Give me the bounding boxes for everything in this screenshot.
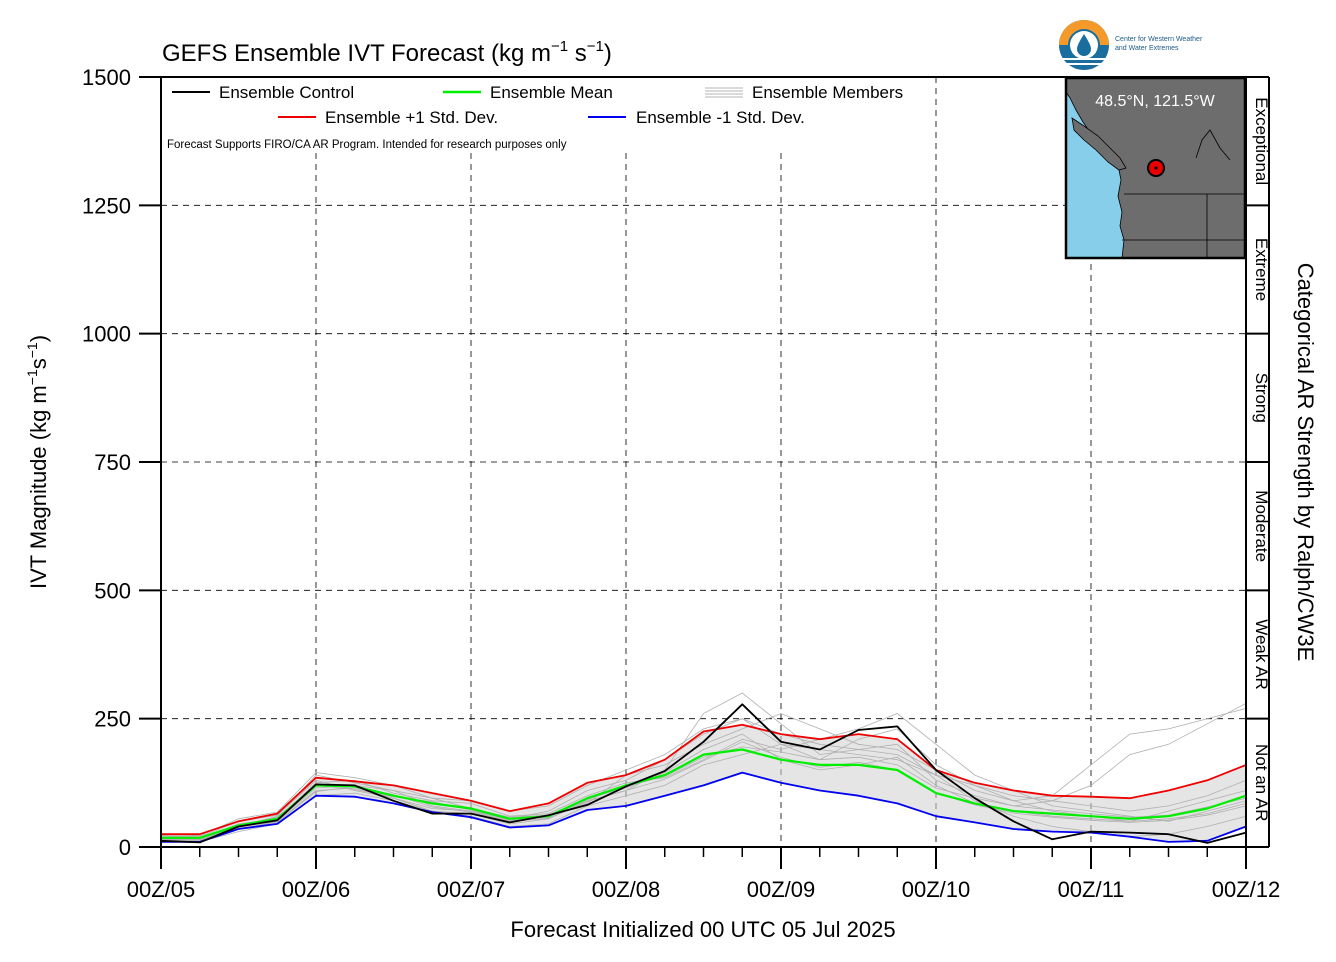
y-axis-title: IVT Magnitude (kg m−1s−1) [24, 335, 51, 589]
y-tick-label-1000: 1000 [82, 322, 131, 347]
legend-label-members: Ensemble Members [752, 83, 903, 102]
inset-map: 48.5°N, 121.5°W [1064, 76, 1247, 260]
axes: 0 250 500 750 1000 1250 1500 00Z/05 00Z/06 00Z/07… [82, 65, 1280, 902]
ensemble-member-line [160, 741, 1247, 841]
logo-wave-2 [1062, 63, 1106, 65]
x-tick-label-5: 00Z/10 [902, 877, 971, 902]
category-label-0: Not an AR [1252, 744, 1271, 822]
ensemble-member-line [160, 718, 1247, 837]
mean-line [161, 748, 1247, 839]
x-tick-label-2: 00Z/07 [437, 877, 506, 902]
legend-label-control: Ensemble Control [219, 83, 354, 102]
x-tick-label-1: 00Z/06 [282, 877, 351, 902]
plus-std-line [161, 723, 1247, 836]
legend: Ensemble Control Ensemble Mean Ensemble … [167, 83, 903, 151]
ensemble-member-line [160, 713, 1247, 840]
legend-label-minus-std: Ensemble -1 Std. Dev. [636, 108, 805, 127]
inset-frame [1064, 76, 1247, 260]
y-tick-label-250: 250 [94, 707, 131, 732]
control-line [160, 703, 1247, 844]
inset-location-label: 48.5°N, 121.5°W [1095, 93, 1215, 110]
x-axis-title: Forecast Initialized 00 UTC 05 Jul 2025 [510, 917, 895, 942]
x-tick-label-4: 00Z/09 [747, 877, 816, 902]
y-tick-label-500: 500 [94, 578, 131, 603]
logo-wave-1 [1060, 58, 1108, 60]
ensemble-spread-band [161, 724, 1246, 842]
legend-label-plus-std: Ensemble +1 Std. Dev. [325, 108, 498, 127]
x-tick-label-6: 00Z/11 [1058, 877, 1125, 902]
research-note: Forecast Supports FIRO/CA AR Program. In… [167, 139, 567, 151]
category-label-2: Moderate [1252, 490, 1271, 562]
legend-swatch-members [705, 87, 743, 98]
inset-island [1071, 117, 1127, 171]
right-axis-title: Categorical AR Strength by Ralph/CW3E [1293, 263, 1318, 662]
y-tick-label-0: 0 [119, 835, 131, 860]
inset-borders [1122, 129, 1245, 258]
grid-lines [161, 77, 1246, 847]
y-tick-label-750: 750 [94, 450, 131, 475]
minus-std-line [161, 771, 1247, 843]
series-lines [160, 703, 1247, 844]
y-tick-label-1250: 1250 [82, 193, 131, 218]
x-tick-label-3: 00Z/08 [592, 877, 661, 902]
location-marker-dot [1154, 166, 1158, 170]
water-drop-icon [1077, 34, 1091, 56]
cw3e-logo: Center for Western Weather and Water Ext… [1059, 20, 1203, 70]
logo-text-line-1: Center for Western Weather [1115, 36, 1203, 43]
category-label-3: Strong [1252, 373, 1271, 423]
x-tick-label-0: 00Z/05 [127, 877, 196, 902]
logo-text-line-2: and Water Extremes [1115, 45, 1179, 52]
x-tick-label-7: 00Z/12 [1212, 877, 1281, 902]
chart-title: GEFS Ensemble IVT Forecast (kg m−1 s−1) [162, 38, 612, 67]
category-bands: Not an AR Weak AR Moderate Strong Extreme Exc… [1246, 76, 1271, 848]
category-label-4: Extreme [1252, 238, 1271, 301]
category-label-1: Weak AR [1252, 619, 1271, 690]
y-tick-label-1500: 1500 [82, 65, 131, 90]
category-label-5: Exceptional [1252, 97, 1271, 185]
legend-label-mean: Ensemble Mean [490, 83, 613, 102]
logo-sun-arc [1059, 20, 1109, 45]
ensemble-member-line [160, 743, 1247, 843]
